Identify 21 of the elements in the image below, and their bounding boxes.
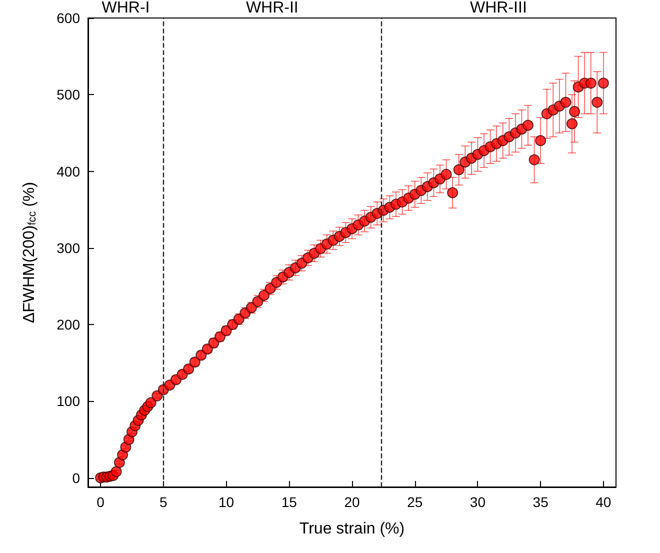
y-tick-label: 200 (56, 316, 80, 333)
y-tick-label: 400 (56, 163, 80, 180)
x-tick-label: 0 (96, 494, 105, 510)
y-tick-label: 0 (72, 470, 80, 486)
y-tick-label: 500 (56, 86, 80, 103)
text: WHR-III (470, 0, 527, 16)
text: WHR-I (102, 0, 150, 16)
x-tick-label: 35 (532, 494, 549, 510)
x-tick-label: 10 (218, 494, 234, 510)
y-tick-label: 600 (56, 10, 80, 26)
y-tick-label: 100 (56, 393, 80, 410)
x-tick-label: 20 (344, 494, 360, 510)
x-tick-label: 30 (470, 494, 486, 510)
y-tick-label: 300 (56, 240, 80, 256)
text: WHR-II (246, 0, 298, 16)
x-tick-label: 15 (281, 494, 298, 510)
y-axis-title: ΔFWHM(200)fcc (%) (21, 182, 38, 324)
x-tick-label: 25 (407, 494, 423, 510)
x-tick-label: 40 (596, 494, 612, 510)
x-axis-title: True strain (%) (299, 520, 405, 538)
x-tick-label: 5 (160, 494, 168, 510)
